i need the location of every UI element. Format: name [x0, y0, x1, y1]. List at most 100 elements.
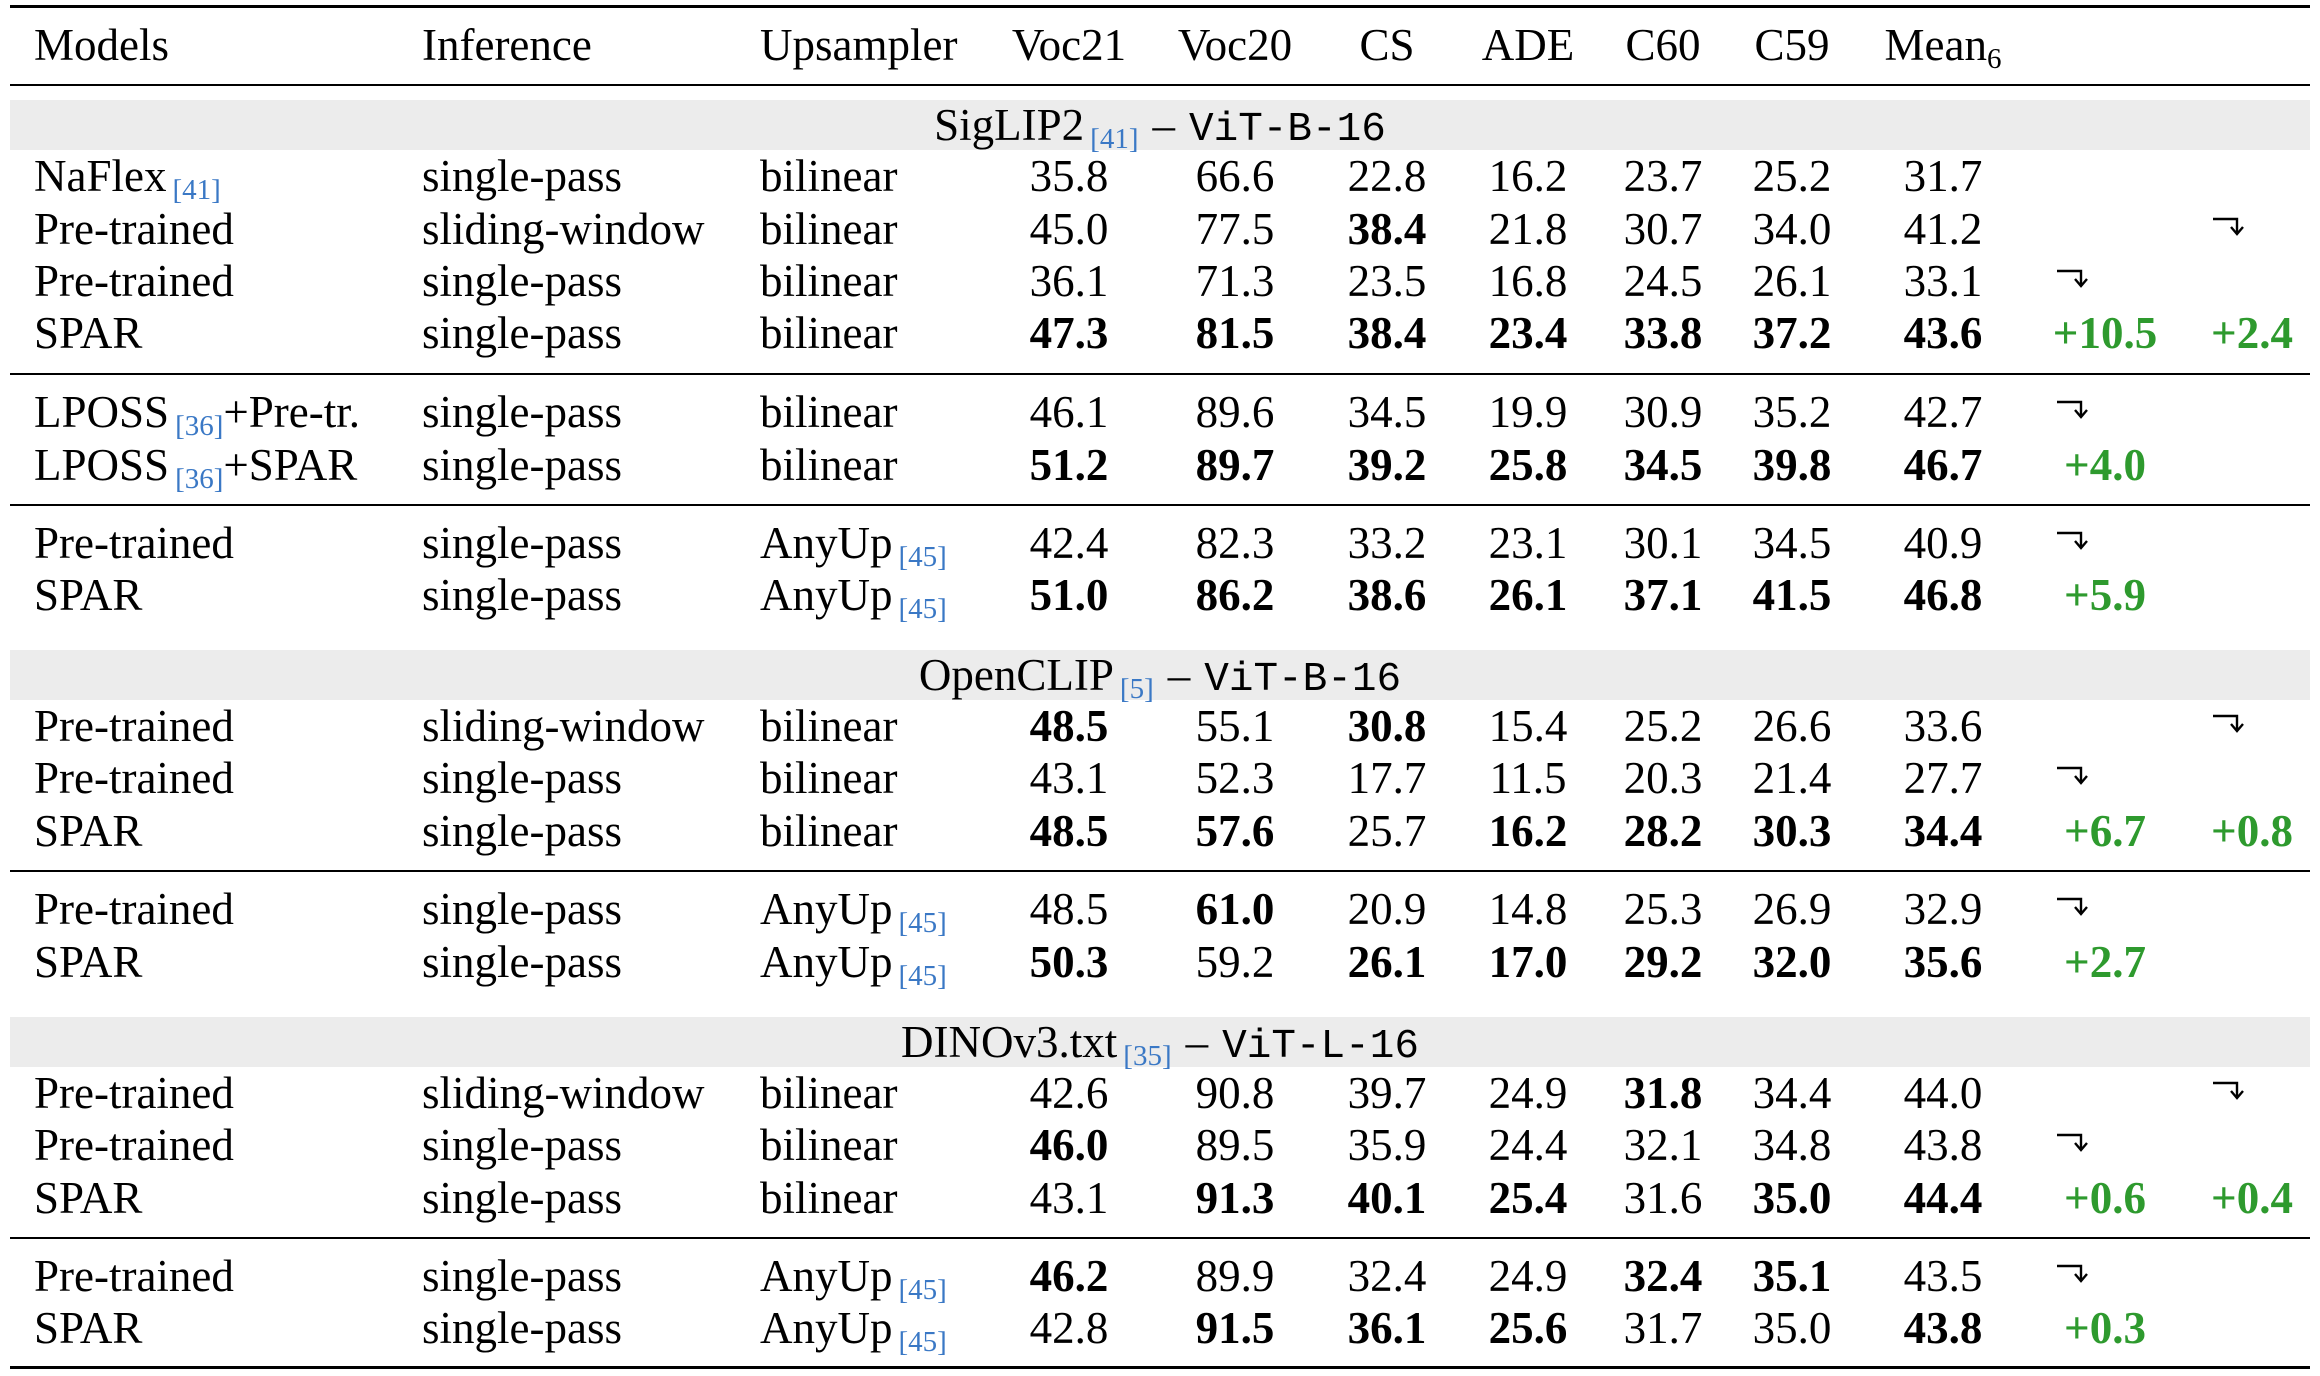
model-name: SPAR	[34, 308, 143, 358]
score-value: 47.3	[1029, 308, 1109, 358]
score-cell: 52.3	[1165, 752, 1305, 804]
score-value: 48.5	[1029, 806, 1109, 856]
row-upsampler: bilinear	[760, 1172, 897, 1224]
score-value: 43.8	[1903, 1303, 1983, 1353]
score-cell: 82.3	[1165, 517, 1305, 569]
mean-cell: 43.6	[1873, 307, 2013, 359]
score-value: 46.8	[1903, 570, 1983, 620]
mean-cell: 46.8	[1873, 569, 2013, 621]
inference-mode: single-pass	[422, 937, 622, 987]
score-cell: 26.6	[1722, 700, 1862, 752]
header-label: CS	[1359, 20, 1415, 70]
score-value: 46.0	[1029, 1120, 1109, 1170]
score-cell: 37.1	[1593, 569, 1733, 621]
row-upsampler: bilinear	[760, 386, 897, 438]
inference-mode: single-pass	[422, 884, 622, 934]
header-label: Inference	[422, 20, 592, 70]
citation: [45]	[898, 960, 947, 992]
score-value: 36.1	[1029, 256, 1109, 306]
score-cell: 42.6	[999, 1067, 1139, 1119]
score-cell: 35.0	[1722, 1302, 1862, 1354]
citation: [45]	[898, 907, 947, 939]
header-dataset: Voc20	[1155, 19, 1315, 71]
score-value: 26.9	[1752, 884, 1832, 934]
inference-mode: sliding-window	[422, 701, 705, 751]
inference-mode: single-pass	[422, 1303, 622, 1353]
upsampler-name: bilinear	[760, 256, 898, 306]
score-value: 27.7	[1903, 753, 1983, 803]
row-model: Pre-trained	[34, 1119, 234, 1171]
delta-text: +0.6	[2064, 1173, 2146, 1223]
score-value: 46.7	[1903, 440, 1983, 490]
inference-mode: single-pass	[422, 1251, 622, 1301]
model-name: Pre-trained	[34, 1251, 234, 1301]
score-value: 32.1	[1623, 1120, 1703, 1170]
score-value: 48.5	[1029, 884, 1109, 934]
upsampler-name: AnyUp	[760, 884, 893, 934]
row-inference: sliding-window	[422, 203, 705, 255]
score-cell: 32.4	[1593, 1250, 1733, 1302]
upsampler-name: bilinear	[760, 308, 898, 358]
inference-mode: single-pass	[422, 570, 622, 620]
model-name: Pre-trained	[34, 1068, 234, 1118]
row-inference: single-pass	[422, 883, 622, 935]
score-value: 42.8	[1029, 1303, 1109, 1353]
citation: [41]	[172, 174, 221, 206]
score-value: 38.4	[1347, 308, 1427, 358]
mean-cell: 33.1	[1873, 255, 2013, 307]
header-dataset: C60	[1583, 19, 1743, 71]
score-cell: 40.1	[1317, 1172, 1457, 1224]
score-value: 45.0	[1029, 204, 1109, 254]
citation: [45]	[898, 541, 947, 573]
corner-arrow-icon	[2057, 400, 2088, 419]
model-name: Pre-trained	[34, 1120, 234, 1170]
horizontal-rule	[10, 5, 2310, 8]
score-value: 17.7	[1347, 753, 1427, 803]
score-value: 44.4	[1903, 1173, 1983, 1223]
score-cell: 81.5	[1165, 307, 1305, 359]
delta-value: +0.3	[2025, 1302, 2185, 1354]
score-value: 33.8	[1623, 308, 1703, 358]
score-value: 71.3	[1195, 256, 1275, 306]
horizontal-rule	[10, 870, 2310, 872]
score-cell: 24.4	[1458, 1119, 1598, 1171]
score-cell: 25.4	[1458, 1172, 1598, 1224]
delta-value: +0.8	[2192, 805, 2312, 857]
score-value: 90.8	[1195, 1068, 1275, 1118]
score-cell: 66.6	[1165, 150, 1305, 202]
score-value: 20.9	[1347, 884, 1427, 934]
score-value: 34.5	[1347, 387, 1427, 437]
corner-arrow-icon	[2057, 531, 2088, 550]
row-inference: single-pass	[422, 936, 622, 988]
score-value: 24.9	[1488, 1251, 1568, 1301]
score-cell: 22.8	[1317, 150, 1457, 202]
score-value: 55.1	[1195, 701, 1275, 751]
upsampler-name: AnyUp	[760, 1251, 893, 1301]
score-value: 91.5	[1195, 1303, 1275, 1353]
score-value: 22.8	[1347, 151, 1427, 201]
score-cell: 14.8	[1458, 883, 1598, 935]
corner-arrow-icon	[2213, 217, 2244, 236]
row-upsampler: bilinear	[760, 307, 897, 359]
corner-arrow-icon	[2213, 1081, 2244, 1100]
score-value: 25.8	[1488, 440, 1568, 490]
upsampler-name: AnyUp	[760, 1303, 893, 1353]
score-cell: 46.1	[999, 386, 1139, 438]
score-value: 81.5	[1195, 308, 1275, 358]
header-label: Models	[34, 20, 169, 70]
score-cell: 16.2	[1458, 805, 1598, 857]
header-label: ADE	[1481, 20, 1575, 70]
score-value: 48.5	[1029, 701, 1109, 751]
upsampler-name: bilinear	[760, 151, 898, 201]
score-cell: 24.9	[1458, 1250, 1598, 1302]
horizontal-rule	[10, 373, 2310, 375]
delta-text: +4.0	[2064, 440, 2146, 490]
score-value: 25.6	[1488, 1303, 1568, 1353]
score-cell: 34.5	[1722, 517, 1862, 569]
score-value: 24.9	[1488, 1068, 1568, 1118]
delta-value: +4.0	[2025, 439, 2185, 491]
model-name: LPOSS	[34, 387, 170, 437]
score-cell: 38.4	[1317, 307, 1457, 359]
score-value: 51.2	[1029, 440, 1109, 490]
score-value: 30.8	[1347, 701, 1427, 751]
